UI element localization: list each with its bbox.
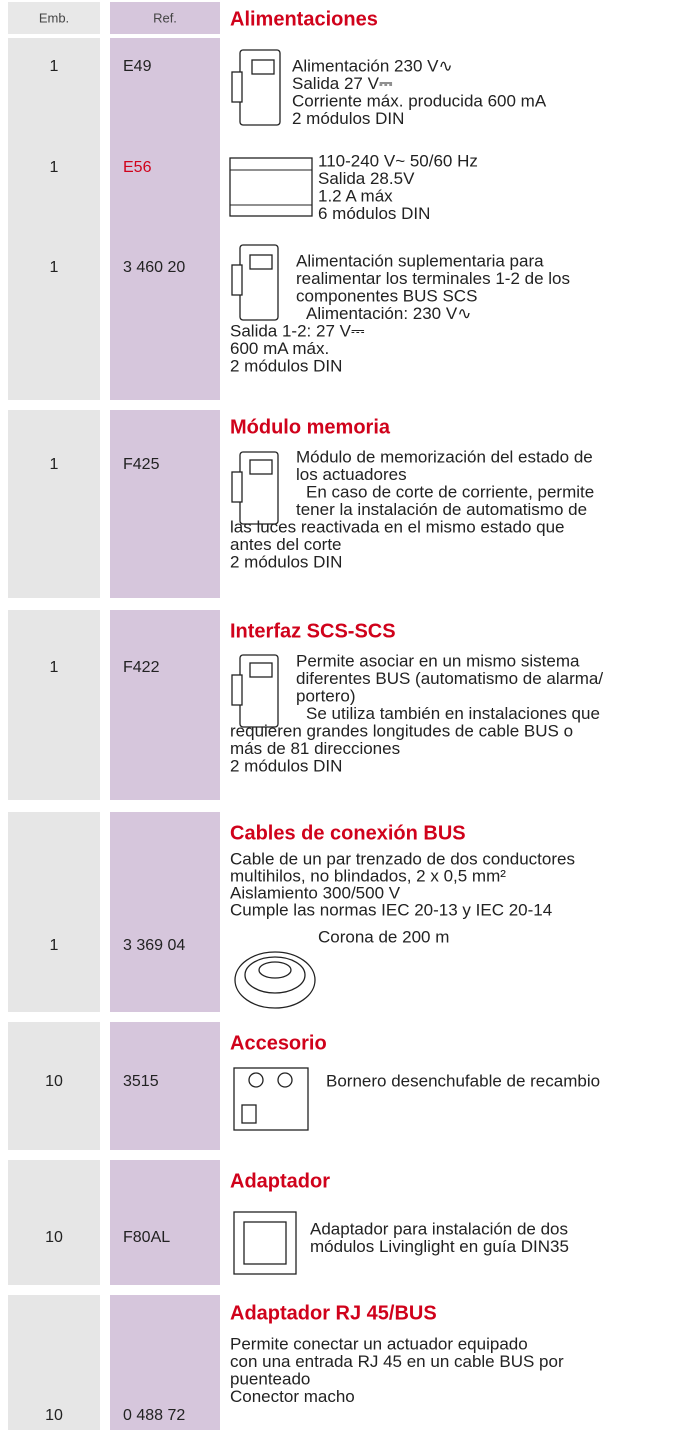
emb: 1 xyxy=(50,456,59,473)
description-line: Bornero desenchufable de recambio xyxy=(326,1071,600,1090)
description-line: 600 mA máx. xyxy=(230,339,329,358)
description-line: 1.2 A máx xyxy=(318,186,393,205)
din-icon xyxy=(231,49,281,126)
emb: 1 xyxy=(50,659,59,676)
description-line: Corriente máx. producida 600 mA xyxy=(292,91,547,110)
description-line: Alimentación 230 V∿ xyxy=(292,56,453,75)
description-line: Aislamiento 300/500 V xyxy=(230,883,401,902)
description-line: 2 módulos DIN xyxy=(292,109,404,128)
section-title: Módulo memoria xyxy=(230,416,391,438)
ref: F425 xyxy=(123,456,160,473)
description-line: componentes BUS SCS xyxy=(296,286,477,305)
description-line: con una entrada RJ 45 en un cable BUS po… xyxy=(230,1352,564,1371)
description-line: Cumple las normas IEC 20-13 y IEC 20-14 xyxy=(230,900,552,919)
din-icon xyxy=(231,654,279,728)
din-icon xyxy=(231,244,279,321)
description-line: Cable de un par trenzado de dos conducto… xyxy=(230,849,575,868)
ref: E49 xyxy=(123,58,152,75)
description-line: tener la instalación de automatismo de xyxy=(296,500,587,519)
description-line: Salida 1-2: 27 V⎓ xyxy=(230,321,365,340)
emb: 1 xyxy=(50,58,59,75)
section-title: Adaptador xyxy=(230,1170,330,1192)
section-title: Interfaz SCS-SCS xyxy=(230,620,396,642)
description-line: Se utiliza también en instalaciones que xyxy=(306,704,600,723)
description-line: Conector macho xyxy=(230,1387,355,1406)
emb-column xyxy=(8,38,100,400)
terminal-icon xyxy=(233,1067,309,1131)
description-line: Permite asociar en un mismo sistema xyxy=(296,651,580,670)
emb: 10 xyxy=(45,1229,63,1246)
cable-icon xyxy=(234,951,316,1009)
description-line: Módulo de memorización del estado de xyxy=(296,447,593,466)
description-line: Alimentación suplementaria para xyxy=(296,251,544,270)
header-emb: Emb. xyxy=(39,10,69,25)
emb-column xyxy=(8,1160,100,1285)
description-line: portero) xyxy=(296,686,356,705)
section-title: Adaptador RJ 45/BUS xyxy=(230,1302,437,1324)
ref-column xyxy=(110,38,220,400)
emb-column xyxy=(8,1295,100,1430)
din-icon xyxy=(231,451,279,525)
emb-column xyxy=(8,812,100,1012)
header-ref: Ref. xyxy=(153,10,177,25)
description-line: 2 módulos DIN xyxy=(230,756,342,775)
adapter-icon xyxy=(233,1211,297,1275)
description-line: 6 módulos DIN xyxy=(318,204,430,223)
description-line: multihilos, no blindados, 2 x 0,5 mm² xyxy=(230,866,506,885)
emb: 1 xyxy=(50,159,59,176)
description-line: Corona de 200 m xyxy=(318,927,449,946)
emb-column xyxy=(8,1022,100,1150)
header-cell xyxy=(8,2,100,34)
description-line: Adaptador para instalación de dos xyxy=(310,1219,568,1238)
ref-column xyxy=(110,1295,220,1430)
ref-column xyxy=(110,812,220,1012)
supply-icon xyxy=(229,157,313,217)
description-line: En caso de corte de corriente, permite xyxy=(306,482,594,501)
emb-column xyxy=(8,610,100,800)
ref: E56 xyxy=(123,159,152,176)
ref-column xyxy=(110,410,220,598)
header-cell xyxy=(110,2,220,34)
description-line: Salida 27 V⎓ xyxy=(292,74,393,93)
description-line: Salida 28.5V xyxy=(318,169,415,188)
emb: 10 xyxy=(45,1407,63,1424)
ref: F422 xyxy=(123,659,160,676)
description-line: puenteado xyxy=(230,1369,310,1388)
description-line: 2 módulos DIN xyxy=(230,552,342,571)
description-line: realimentar los terminales 1-2 de los xyxy=(296,269,570,288)
description-line: 110-240 V~ 50/60 Hz xyxy=(318,151,478,170)
emb: 1 xyxy=(50,259,59,276)
description-line: Alimentación: 230 V∿ xyxy=(306,304,471,323)
description-line: diferentes BUS (automatismo de alarma/ xyxy=(296,669,603,688)
ref: 3515 xyxy=(123,1073,159,1090)
ref-column xyxy=(110,610,220,800)
section-title: Accesorio xyxy=(230,1032,327,1054)
description-line: más de 81 direcciones xyxy=(230,739,400,758)
ref-column xyxy=(110,1022,220,1150)
ref-column xyxy=(110,1160,220,1285)
description-line: Permite conectar un actuador equipado xyxy=(230,1334,528,1353)
description-line: 2 módulos DIN xyxy=(230,356,342,375)
ref: 3 460 20 xyxy=(123,259,185,276)
description-line: antes del corte xyxy=(230,535,342,554)
description-line: las luces reactivada en el mismo estado … xyxy=(230,517,565,536)
emb: 10 xyxy=(45,1073,63,1090)
section-title: Cables de conexión BUS xyxy=(230,822,466,844)
description-line: requieren grandes longitudes de cable BU… xyxy=(230,721,573,740)
section-title: Alimentaciones xyxy=(230,8,378,30)
emb-column xyxy=(8,410,100,598)
description-line: los actuadores xyxy=(296,465,407,484)
ref: 0 488 72 xyxy=(123,1407,185,1424)
emb: 1 xyxy=(50,937,59,954)
ref: 3 369 04 xyxy=(123,937,185,954)
description-line: módulos Livinglight en guía DIN35 xyxy=(310,1237,569,1256)
ref: F80AL xyxy=(123,1229,170,1246)
